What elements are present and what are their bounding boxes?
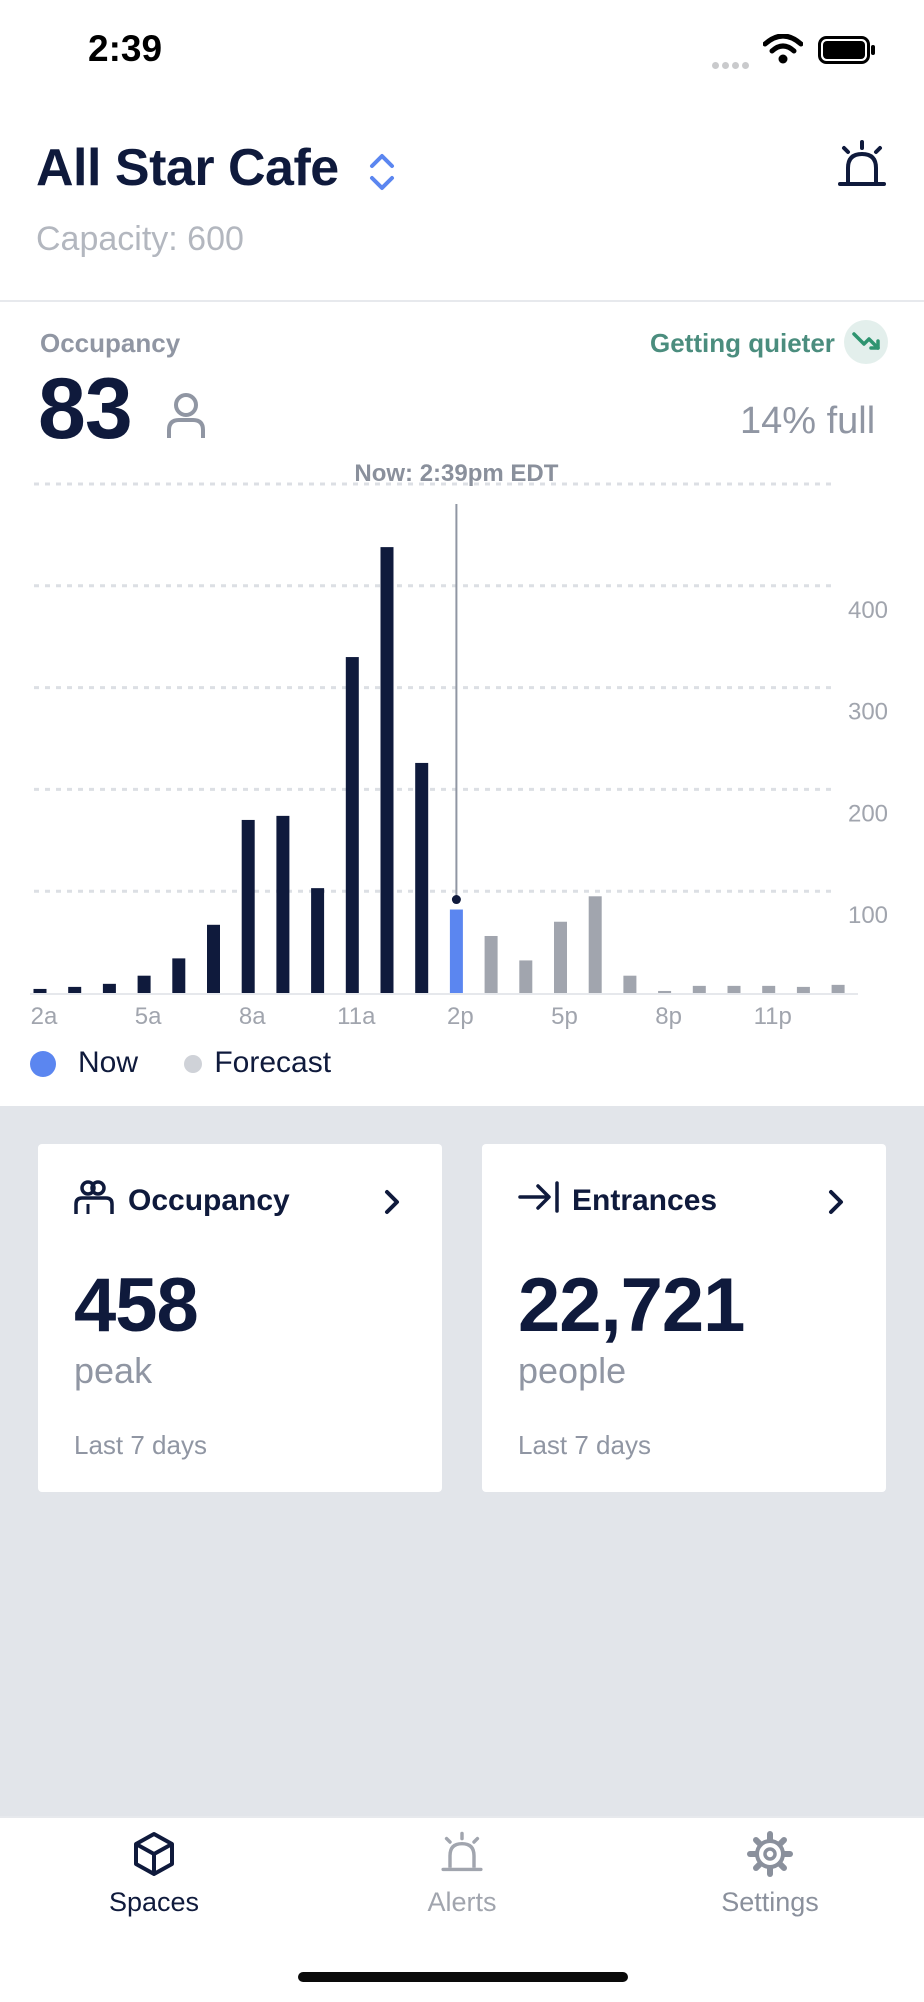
legend-forecast-label: Forecast xyxy=(214,1046,332,1079)
people-icon xyxy=(74,1180,114,1223)
occupancy-card-title: Occupancy xyxy=(128,1184,290,1217)
person-icon xyxy=(166,392,206,445)
y-tick-label: 100 xyxy=(848,902,888,929)
forecast-bar xyxy=(623,975,637,993)
forecast-bar xyxy=(727,985,741,993)
x-tick-label: 5p xyxy=(551,1003,578,1030)
occupancy-label: Occupancy xyxy=(40,328,181,358)
actual-bar xyxy=(345,657,359,993)
occupancy-period: Last 7 days xyxy=(74,1430,207,1460)
actual-bar xyxy=(68,986,82,993)
tab-spaces-label: Spaces xyxy=(108,1887,200,1917)
x-tick-label: 5a xyxy=(135,1003,162,1030)
forecast-bar xyxy=(762,985,776,993)
entrances-period: Last 7 days xyxy=(518,1430,651,1460)
tab-spaces[interactable]: Spaces xyxy=(0,1830,308,1918)
y-tick-label: 400 xyxy=(848,597,888,624)
cube-icon xyxy=(134,1832,174,1876)
x-tick-label: 11p xyxy=(754,1003,792,1030)
tab-alerts[interactable]: Alerts xyxy=(308,1830,616,1918)
occupancy-peak-value: 458 xyxy=(74,1263,199,1348)
x-tick-label: 11a xyxy=(337,1003,376,1030)
now-marker-dot xyxy=(451,895,461,905)
status-time: 2:39 xyxy=(88,28,163,69)
occupancy-chart: 100 200 300 400 2a 5a 8a 11a 2p 5p 8p 11p xyxy=(30,482,888,1030)
actual-bar xyxy=(137,975,151,993)
chart-legend: Now Forecast xyxy=(30,1046,331,1080)
actual-bar xyxy=(415,762,429,993)
y-tick-label: 200 xyxy=(848,800,888,827)
entrances-card-title: Entrances xyxy=(572,1184,718,1217)
occupancy-peak-unit: peak xyxy=(74,1350,153,1391)
now-legend-dot xyxy=(30,1051,56,1078)
forecast-bar xyxy=(484,935,498,993)
chevron-right-icon xyxy=(826,1188,846,1221)
entrances-unit: people xyxy=(518,1350,627,1391)
entrances-value: 22,721 xyxy=(518,1263,745,1348)
alert-siren-icon[interactable] xyxy=(834,140,890,197)
now-bar xyxy=(449,909,463,993)
y-tick-label: 300 xyxy=(848,699,888,726)
home-indicator xyxy=(298,1972,628,1982)
venue-switch-chevrons-icon[interactable] xyxy=(364,150,400,199)
capacity-label: Capacity: 600 xyxy=(36,220,244,258)
forecast-bar xyxy=(519,960,533,993)
gear-icon xyxy=(747,1831,793,1877)
x-tick-label: 8p xyxy=(655,1003,682,1030)
forecast-bar xyxy=(658,990,672,993)
forecast-bar xyxy=(796,986,810,993)
venue-title: All Star Cafe xyxy=(36,139,339,197)
actual-bar xyxy=(102,983,116,993)
actual-bar xyxy=(33,988,47,993)
tab-alerts-label: Alerts xyxy=(427,1887,497,1917)
actual-bar xyxy=(380,547,394,993)
chevron-right-icon xyxy=(382,1188,402,1221)
entrance-arrow-icon xyxy=(518,1180,560,1219)
actual-bar xyxy=(207,924,220,993)
now-time-label: Now: 2:39pm EDT xyxy=(354,460,559,487)
x-tick-label: 2p xyxy=(447,1003,474,1030)
entrances-card[interactable]: Entrances 22,721 people Last 7 days xyxy=(482,1144,886,1492)
tab-settings[interactable]: Settings xyxy=(616,1830,924,1918)
actual-bar xyxy=(311,888,325,993)
forecast-bar xyxy=(554,921,567,993)
x-tick-label: 8a xyxy=(239,1003,266,1030)
legend-now-label: Now xyxy=(78,1046,139,1079)
forecast-bar xyxy=(831,984,845,993)
occupancy-card[interactable]: Occupancy 458 peak Last 7 days xyxy=(38,1144,442,1492)
actual-bar xyxy=(241,819,255,993)
percent-full-label: 14% full xyxy=(740,400,876,442)
x-tick-label: 2a xyxy=(31,1003,58,1030)
occupancy-count: 83 xyxy=(38,361,133,457)
header-divider xyxy=(0,300,924,302)
siren-icon xyxy=(441,1831,483,1872)
actual-bar xyxy=(172,958,186,993)
cellular-signal-icon xyxy=(712,56,752,74)
trend-label: Getting quieter xyxy=(650,328,835,358)
trend-down-icon xyxy=(844,320,888,364)
battery-icon xyxy=(818,36,876,69)
forecast-bar xyxy=(588,896,602,993)
forecast-legend-dot xyxy=(184,1055,203,1074)
tab-settings-label: Settings xyxy=(721,1887,819,1917)
forecast-bar xyxy=(692,985,706,993)
actual-bar xyxy=(276,815,290,993)
wifi-icon xyxy=(762,33,804,69)
tab-bar xyxy=(0,1816,924,2002)
